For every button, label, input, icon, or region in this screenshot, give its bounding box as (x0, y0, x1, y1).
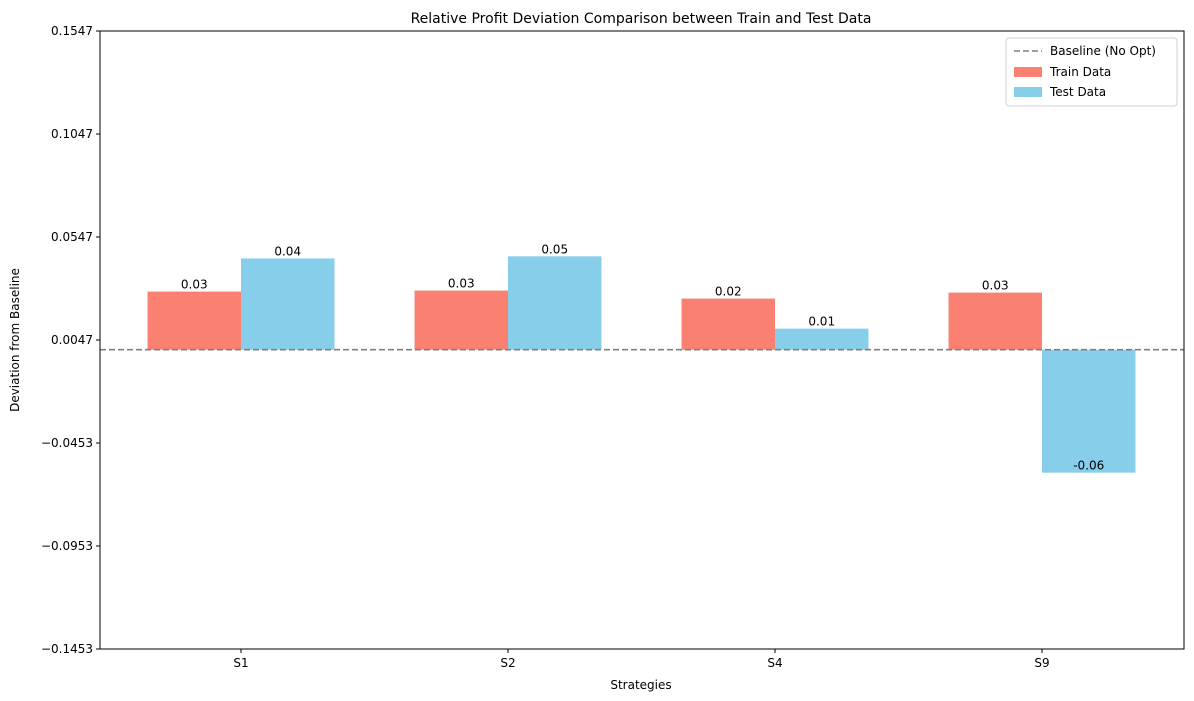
legend-box (1005, 37, 1178, 107)
train-bar-label-s2: 0.03 (448, 277, 475, 291)
x-axis: S1 S2 S4 S9 (233, 649, 1050, 670)
x-tick-label-s9: S9 (1034, 656, 1049, 670)
train-bar-label-s4: 0.02 (715, 285, 742, 299)
test-bar-s9 (1042, 349, 1136, 473)
train-bar-label-s9: 0.03 (982, 279, 1009, 293)
train-bar-s9 (948, 292, 1042, 350)
y-tick-label: 0.0047 (51, 333, 93, 347)
legend: Baseline (No Opt) Train Data Test Data (1005, 37, 1178, 107)
y-tick-label: 0.1547 (51, 24, 93, 38)
train-bar-s2 (414, 290, 508, 350)
y-tick-label: −0.0953 (41, 539, 93, 553)
legend-label-test: Test Data (1049, 85, 1106, 99)
test-bar-s4 (775, 328, 869, 350)
y-tick-label: −0.1453 (41, 642, 93, 656)
test-bar-label-s1: 0.04 (274, 244, 301, 258)
y-tick-label: −0.0453 (41, 436, 93, 450)
x-axis-title: Strategies (610, 678, 671, 692)
y-tick-label: 0.1047 (51, 127, 93, 141)
test-bar-s2 (508, 256, 602, 350)
bars-layer: 0.03 0.04 0.03 0.05 0.02 0.01 0.03 -0.06 (147, 242, 1136, 473)
test-bar-s1 (241, 258, 335, 350)
legend-swatch-train (1014, 67, 1042, 77)
train-bar-s4 (681, 298, 775, 350)
x-tick-label-s2: S2 (500, 656, 515, 670)
test-bar-label-s9: -0.06 (1073, 459, 1104, 473)
x-tick-label-s1: S1 (233, 656, 248, 670)
y-tick-label: 0.0547 (51, 230, 93, 244)
test-bar-label-s2: 0.05 (541, 242, 568, 256)
legend-label-train: Train Data (1049, 65, 1111, 79)
y-axis-title: Deviation from Baseline (8, 268, 22, 412)
test-bar-label-s4: 0.01 (808, 315, 835, 329)
train-bar-label-s1: 0.03 (181, 278, 208, 292)
train-bar-s1 (147, 291, 241, 350)
chart-title: Relative Profit Deviation Comparison bet… (411, 11, 872, 27)
x-tick-label-s4: S4 (767, 656, 782, 670)
legend-swatch-test (1014, 87, 1042, 97)
y-axis: −0.1453 −0.0953 −0.0453 0.0047 0.0547 0.1047 0… (41, 24, 100, 656)
legend-baseline-label: Baseline (No Opt) (1050, 44, 1156, 58)
